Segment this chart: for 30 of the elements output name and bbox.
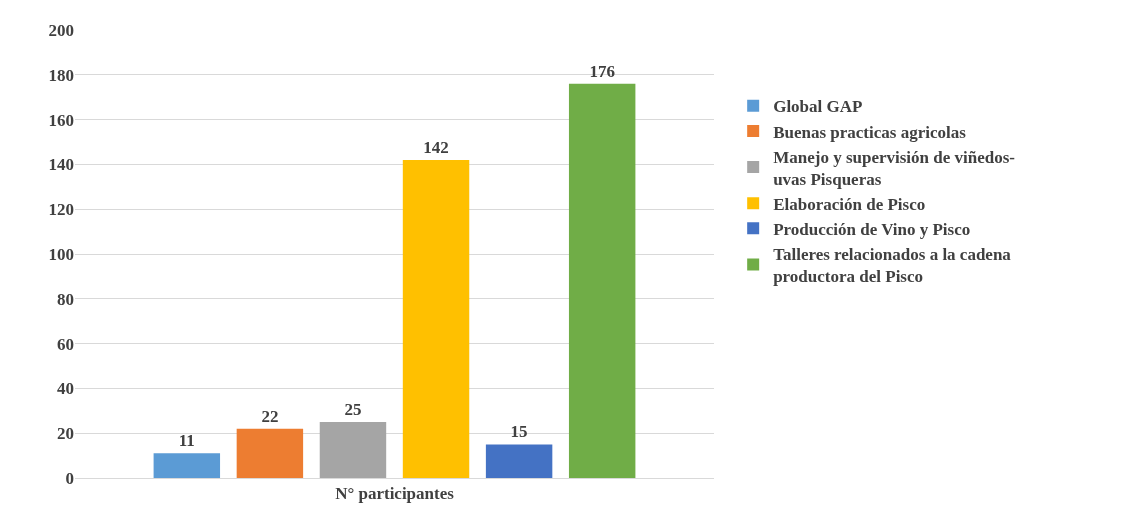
bar	[236, 428, 304, 478]
bar	[402, 159, 470, 478]
y-tick-label: 120	[48, 200, 74, 220]
y-tick-label: 160	[48, 110, 74, 130]
y-tick-label: 40	[57, 379, 74, 399]
legend-label: Global GAP	[773, 97, 863, 117]
y-tick-label: 20	[57, 424, 74, 444]
legend-label: Talleres relacionados a la cadena productora del Pisco	[773, 245, 1012, 287]
bar	[153, 453, 221, 478]
legend-label: Manejo y supervisión de viñedos-uvas Pisqueras	[773, 147, 1016, 189]
y-tick-label: 200	[48, 20, 74, 40]
data-label: 11	[178, 431, 195, 451]
data-label: 15	[510, 422, 528, 442]
bar	[485, 444, 553, 478]
data-label: 22	[261, 406, 279, 426]
y-tick-label: 180	[48, 65, 74, 85]
y-tick-label: 100	[48, 244, 74, 264]
y-tick-label: 140	[48, 155, 74, 175]
data-label: 142	[423, 137, 449, 157]
legend-label: Buenas practicas agricolas	[773, 122, 967, 142]
legend-label: Producción de Vino y Pisco	[773, 219, 971, 239]
data-label: 176	[589, 61, 615, 81]
data-label: 25	[344, 400, 362, 419]
bar	[568, 83, 636, 478]
x-tick-label: N° participantes	[335, 484, 455, 504]
bar	[319, 422, 387, 478]
legend-label: Elaboración de Pisco	[773, 194, 926, 214]
y-tick-label: 0	[65, 468, 74, 488]
y-tick-label: 80	[57, 289, 74, 309]
y-tick-label: 60	[57, 334, 74, 354]
